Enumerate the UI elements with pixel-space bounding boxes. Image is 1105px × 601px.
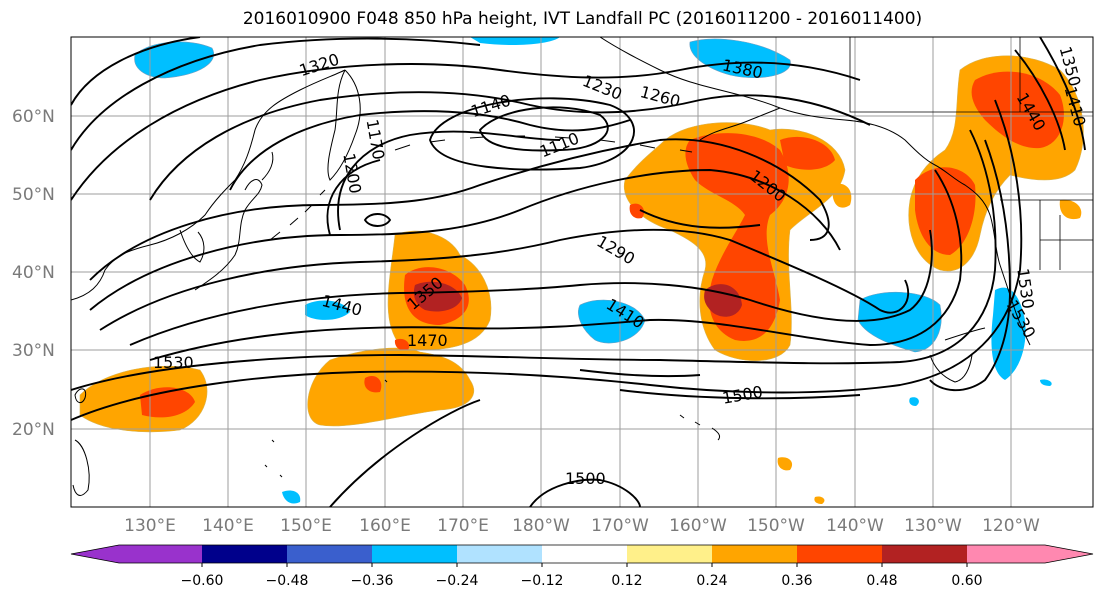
ivt-negative-shading bbox=[134, 37, 1052, 504]
colorbar-outline bbox=[70, 544, 1094, 564]
colorbar-tick-label: −0.36 bbox=[351, 573, 394, 589]
colorbar-tick-label: −0.60 bbox=[181, 573, 224, 589]
latitude-labels: 60°N 50°N 40°N 30°N 20°N bbox=[12, 107, 55, 440]
colorbar-segment bbox=[457, 545, 542, 563]
colorbar-tick-label: 0.36 bbox=[781, 573, 812, 589]
map-frame bbox=[70, 36, 1094, 508]
lon-label: 120°W bbox=[982, 516, 1040, 536]
lon-label: 130°E bbox=[124, 516, 176, 536]
colorbar-tick-label: −0.48 bbox=[266, 573, 309, 589]
lat-label: 40°N bbox=[12, 263, 55, 283]
colorbar-segment bbox=[372, 545, 457, 563]
colorbar-segment bbox=[71, 545, 202, 563]
contour-label: 1470 bbox=[407, 331, 448, 350]
borders bbox=[849, 37, 1093, 270]
height-contours bbox=[71, 37, 1086, 507]
colorbar-segment bbox=[797, 545, 882, 563]
lon-label: 160°W bbox=[669, 516, 727, 536]
colorbar-tick-label: 0.24 bbox=[696, 573, 727, 589]
colorbar-segment bbox=[712, 545, 797, 563]
lat-label: 60°N bbox=[12, 107, 55, 127]
colorbar-segment bbox=[287, 545, 372, 563]
longitude-labels: 130°E 140°E 150°E 160°E 170°E 180°W 170°… bbox=[124, 516, 1040, 536]
colorbar-segment bbox=[627, 545, 712, 563]
colorbar-segment bbox=[967, 545, 1093, 563]
colorbar-segment bbox=[542, 545, 627, 563]
lon-label: 130°W bbox=[904, 516, 962, 536]
lon-label: 140°E bbox=[202, 516, 254, 536]
contour-label: 1500 bbox=[565, 469, 606, 488]
lon-label: 150°E bbox=[280, 516, 332, 536]
map-panel: 1320 1380 1230 1260 1140 1110 1170 1200 … bbox=[71, 37, 1093, 507]
lon-label: 170°E bbox=[437, 516, 489, 536]
contour-label: 1530 bbox=[153, 353, 194, 372]
lon-label: 150°W bbox=[747, 516, 805, 536]
map-title: 2016010900 F048 850 hPa height, IVT Land… bbox=[242, 9, 923, 29]
lon-label: 170°W bbox=[591, 516, 649, 536]
colorbar: −0.60 −0.48 −0.36 −0.24 −0.12 0.12 0.24 0.36 0.4… bbox=[70, 544, 1094, 589]
lon-label: 140°W bbox=[826, 516, 884, 536]
lat-label: 50°N bbox=[12, 185, 55, 205]
colorbar-tick-label: −0.12 bbox=[521, 573, 564, 589]
lon-label: 180°W bbox=[512, 516, 570, 536]
colorbar-tick-label: 0.12 bbox=[611, 573, 642, 589]
coastlines bbox=[71, 37, 1031, 496]
lat-label: 30°N bbox=[12, 341, 55, 361]
lat-label: 20°N bbox=[12, 420, 55, 440]
colorbar-tick-label: 0.60 bbox=[951, 573, 982, 589]
colorbar-segment bbox=[202, 545, 287, 563]
gridlines bbox=[71, 37, 1093, 507]
colorbar-segment bbox=[882, 545, 967, 563]
colorbar-tick-label: −0.24 bbox=[436, 573, 479, 589]
lon-label: 160°E bbox=[359, 516, 411, 536]
colorbar-tick-label: 0.48 bbox=[866, 573, 897, 589]
